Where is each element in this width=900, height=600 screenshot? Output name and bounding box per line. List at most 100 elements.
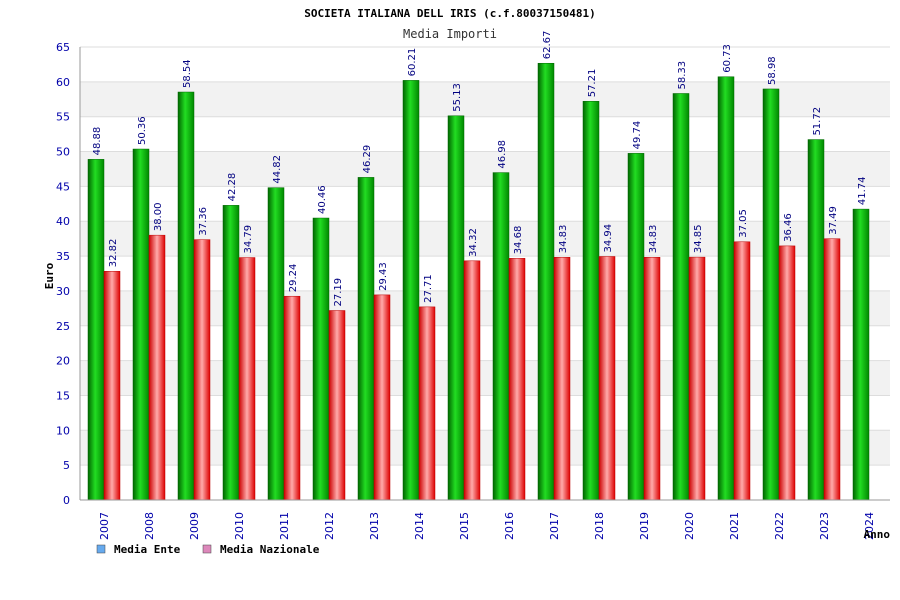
x-tick-label-2017: 2017	[548, 512, 561, 540]
plot-background	[80, 47, 890, 500]
grid-band	[80, 360, 890, 396]
value-label-media-ente-2022: 58.98	[767, 56, 778, 85]
chart-title: SOCIETA ITALIANA DELL IRIS (c.f.80037150…	[304, 7, 595, 20]
value-label-media-nazionale-2020: 34.85	[693, 224, 704, 253]
value-label-media-nazionale-2012: 27.19	[333, 278, 344, 307]
x-tick-label-2022: 2022	[773, 512, 786, 540]
value-label-media-ente-2023: 51.72	[812, 107, 823, 136]
value-label-media-ente-2013: 46.29	[362, 145, 373, 174]
x-tick-label-2021: 2021	[728, 512, 741, 540]
value-label-media-ente-2008: 50.36	[137, 116, 148, 145]
value-label-media-nazionale-2022: 36.46	[783, 213, 794, 242]
value-label-media-ente-2016: 46.98	[497, 140, 508, 169]
bar-media-ente-2023	[807, 139, 825, 501]
bar-media-nazionale-2020	[688, 256, 706, 501]
grid-band	[80, 81, 890, 117]
y-tick-label: 55	[56, 111, 70, 124]
bar-media-nazionale-2017	[553, 257, 571, 501]
value-label-media-nazionale-2017: 34.83	[558, 225, 569, 254]
x-axis-ticks: 2007 2008 2009 2010 2011 2012 2013 2014 2015 2016…	[98, 512, 876, 540]
y-tick-label: 50	[56, 146, 70, 159]
value-label-media-ente-2011: 44.82	[272, 155, 283, 184]
grid-band	[80, 47, 890, 82]
x-tick-label-2020: 2020	[683, 512, 696, 540]
value-label-media-nazionale-2018: 34.94	[603, 224, 614, 253]
x-tick-label-2012: 2012	[323, 512, 336, 540]
value-label-media-nazionale-2011: 29.24	[288, 264, 299, 293]
bar-media-ente-2018	[582, 101, 600, 501]
bar-media-nazionale-2008	[148, 234, 166, 501]
bar-media-nazionale-2016	[508, 258, 526, 501]
grid-band	[80, 151, 890, 187]
y-tick-label: 10	[56, 424, 70, 437]
x-tick-label-2009: 2009	[188, 512, 201, 540]
x-tick-label-2010: 2010	[233, 512, 246, 540]
bar-media-ente-2017	[537, 62, 555, 501]
grid-band	[80, 430, 890, 466]
y-tick-label: 45	[56, 180, 70, 193]
legend: Media Ente Media Nazionale	[96, 543, 320, 556]
bar-media-ente-2021	[717, 76, 735, 501]
x-tick-label-2015: 2015	[458, 512, 471, 540]
legend-label-media-ente: Media Ente	[114, 543, 181, 556]
bar-media-ente-2013	[357, 177, 375, 501]
bars-group	[87, 62, 870, 501]
value-label-media-nazionale-2013: 29.43	[378, 262, 389, 291]
y-axis-label: Euro	[43, 262, 56, 289]
bar-media-nazionale-2015	[463, 260, 481, 501]
bar-media-ente-2007	[87, 159, 105, 501]
bar-media-ente-2010	[222, 205, 240, 501]
x-tick-label-2011: 2011	[278, 512, 291, 540]
value-label-media-nazionale-2008: 38.00	[153, 203, 164, 232]
legend-swatch-media-nazionale	[202, 544, 212, 554]
bar-media-ente-2008	[132, 148, 150, 501]
bar-media-ente-2012	[312, 217, 330, 501]
x-tick-label-2008: 2008	[143, 512, 156, 540]
value-label-media-ente-2012: 40.46	[317, 185, 328, 214]
value-label-media-nazionale-2009: 37.36	[198, 207, 209, 236]
grid-band	[80, 186, 890, 222]
y-tick-label: 60	[56, 76, 70, 89]
value-label-media-nazionale-2019: 34.83	[648, 225, 659, 254]
value-label-media-ente-2021: 60.73	[722, 44, 733, 73]
grid-band	[80, 395, 890, 431]
y-tick-label: 35	[56, 250, 70, 263]
value-label-media-nazionale-2015: 34.32	[468, 228, 479, 257]
value-label-media-ente-2010: 42.28	[227, 173, 238, 202]
y-axis-ticks: 0 5 10 15 20 25 30 35 40 45 50 55 60 65	[56, 41, 70, 507]
legend-label-media-nazionale: Media Nazionale	[220, 543, 320, 556]
bar-media-ente-2019	[627, 153, 645, 501]
legend-swatch-media-ente	[96, 544, 106, 554]
value-label-media-nazionale-2023: 37.49	[828, 206, 839, 235]
value-label-media-ente-2009: 58.54	[182, 59, 193, 88]
x-tick-label-2016: 2016	[503, 512, 516, 540]
value-label-media-ente-2014: 60.21	[407, 48, 418, 77]
bar-media-nazionale-2023	[823, 238, 841, 501]
value-label-media-ente-2018: 57.21	[587, 69, 598, 98]
x-tick-label-2007: 2007	[98, 512, 111, 540]
bar-media-nazionale-2014	[418, 306, 436, 501]
value-label-media-nazionale-2016: 34.68	[513, 226, 524, 255]
bar-media-ente-2022	[762, 88, 780, 501]
y-tick-label: 5	[63, 459, 70, 472]
grid-band	[80, 465, 890, 500]
x-tick-label-2018: 2018	[593, 512, 606, 540]
grid-lines	[80, 46, 890, 501]
value-label-media-ente-2007: 48.88	[92, 127, 103, 156]
y-tick-label: 20	[56, 355, 70, 368]
grid-band	[80, 221, 890, 257]
x-tick-label-2024: 2024	[863, 512, 876, 540]
x-axis-label: Anno	[864, 528, 891, 541]
value-label-media-nazionale-2021: 37.05	[738, 209, 749, 238]
bar-media-nazionale-2007	[103, 271, 121, 501]
bar-media-nazionale-2019	[643, 257, 661, 501]
y-tick-label: 0	[63, 494, 70, 507]
value-labels-group: 48.88 32.82 50.36 38.00 58.54 37.36 42.28 34.79…	[92, 31, 868, 307]
x-tick-label-2023: 2023	[818, 512, 831, 540]
value-label-media-ente-2019: 49.74	[632, 121, 643, 150]
bar-media-nazionale-2022	[778, 245, 796, 501]
y-tick-label: 40	[56, 215, 70, 228]
bar-media-ente-2024	[852, 208, 870, 501]
bar-media-ente-2015	[447, 115, 465, 501]
